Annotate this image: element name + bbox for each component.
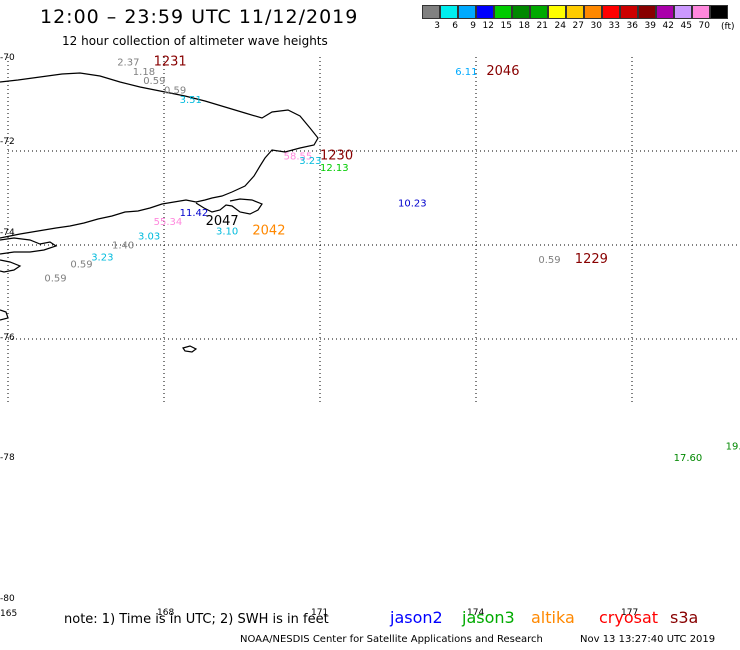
obs-wave-height-label: 1.40 [112,241,134,252]
obs-wave-height-label: 3.51 [180,95,202,106]
legend-unit: (ft) [721,22,735,32]
legend-swatch [602,5,620,19]
satellite-name-jason2: jason2 [390,608,443,627]
legend-swatch [584,5,602,19]
legend-swatch [512,5,530,19]
legend-label: 9 [470,21,476,31]
lat-tick-label: -78 [0,453,15,463]
obs-wave-height-label: 19.6 [726,441,740,452]
legend-swatch [548,5,566,19]
obs-wave-height-label: 6.11 [455,67,477,78]
obs-time-label: 1230 [320,148,353,163]
lon-tick-label: 168 [157,608,174,618]
lon-tick-label: 165 [0,609,17,619]
obs-wave-height-label: 0.59 [44,274,66,285]
legend-label: 6 [452,21,458,31]
obs-wave-height-label: 58.55 [284,151,313,162]
legend-label: 12 [482,21,494,31]
legend-swatch [458,5,476,19]
legend-swatch [620,5,638,19]
coastline [0,72,319,239]
lon-tick-label: 171 [311,608,328,618]
obs-wave-height-label: 1.18 [133,67,155,78]
obs-time-label: 1231 [154,54,187,69]
page-subtitle: 12 hour collection of altimeter wave hei… [62,34,328,48]
legend-label: 36 [626,21,638,31]
legend-label: 24 [554,21,566,31]
footer-note: note: 1) Time is in UTC; 2) SWH is in fe… [64,612,329,627]
lat-tick-label: -70 [0,53,15,63]
legend-label: 39 [644,21,656,31]
legend-swatch [566,5,584,19]
lat-tick-label: -80 [0,594,15,604]
obs-wave-height-label: 3.23 [299,156,321,167]
satellite-name-s3a: s3a [670,608,699,627]
obs-wave-height-label: 0.59 [538,255,560,266]
footer-generated: Nov 13 13:27:40 UTC 2019 [580,634,716,645]
lat-tick-label: -74 [0,228,15,238]
coastline-south [0,259,22,273]
legend-label: 21 [536,21,548,31]
obs-wave-height-label: 11.42 [180,208,209,219]
obs-wave-height-label: 3.23 [91,252,113,263]
legend-swatch [656,5,674,19]
legend-label: 15 [500,21,512,31]
footer-credit: NOAA/NESDIS Center for Satellite Applica… [240,634,543,645]
lat-tick-label: -76 [0,333,15,343]
legend-label: 27 [572,21,584,31]
legend-label: 18 [518,21,530,31]
obs-wave-height-label: 0.59 [143,76,165,87]
legend-swatches [422,5,728,19]
obs-time-label: 2042 [252,224,285,239]
legend-label: 3 [434,21,440,31]
legend-swatch [674,5,692,19]
obs-wave-height-label: 2.37 [117,57,139,68]
lon-tick-label: 174 [467,608,484,618]
axis-labels: -70 -72 -74 -76 -78 -80 165 168 171 174 177 [0,53,638,619]
obs-wave-height-label: 0.59 [164,86,186,97]
legend-label: 45 [680,21,692,31]
obs-time-label: 2047 [206,214,239,229]
obs-wave-height-label: 0.59 [70,259,92,270]
legend-label: 42 [662,21,674,31]
satellite-name-jason3: jason3 [462,608,515,627]
legend-swatch [476,5,494,19]
legend-label: 70 [698,21,710,31]
coastline-inlet [195,198,263,215]
obs-time-label: 2046 [486,64,519,79]
legend-swatch [710,5,728,19]
graticule [7,57,740,405]
legend-label: 33 [608,21,620,31]
obs-time-label: 1229 [575,252,608,267]
legend-swatch [422,5,440,19]
legend-swatch [638,5,656,19]
obs-wave-height-label: 3.10 [216,227,238,238]
obs-wave-height-label: 17.60 [674,453,703,464]
color-legend: 3 6 9 12 15 18 21 24 27 30 33 36 39 42 45 70 (ft) [422,5,735,32]
obs-wave-height-label: 55.34 [154,217,183,228]
obs-wave-height-label: 3.03 [138,231,160,242]
satellite-name-altika: altika [531,608,575,627]
island-west [0,309,9,321]
legend-swatch [440,5,458,19]
lon-tick-label: 177 [621,608,638,618]
obs-wave-height-label: 12.13 [320,163,349,174]
legend-labels: 3 6 9 12 15 18 21 24 27 30 33 36 39 42 45 70 [422,21,728,31]
legend-swatch [494,5,512,19]
page-title: 12:00 – 23:59 UTC 11/12/2019 [40,6,359,28]
legend-swatch [692,5,710,19]
legend-label: 30 [590,21,602,31]
coastline-southwest [0,237,58,255]
island [182,345,198,353]
lat-tick-label: -72 [0,137,15,147]
obs-wave-height-label: 10.23 [398,198,427,209]
satellite-name-cryosat: cryosat [599,608,659,627]
legend-swatch [530,5,548,19]
